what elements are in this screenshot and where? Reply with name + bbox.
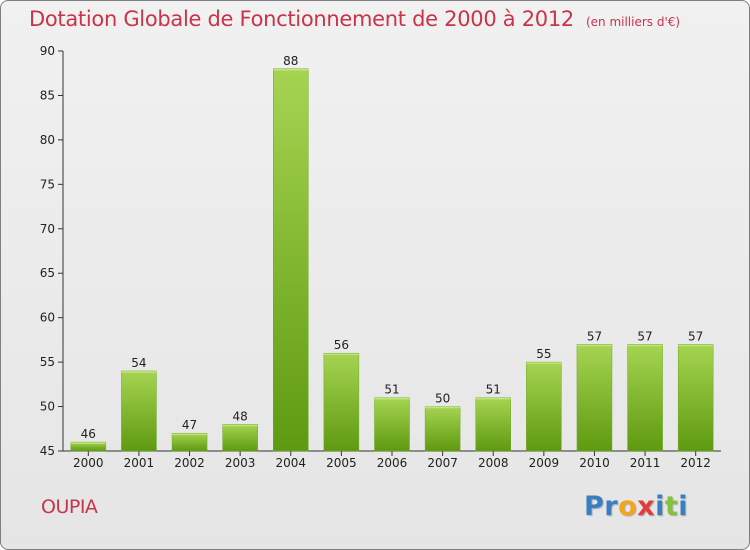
y-tick-label: 75 bbox=[40, 177, 55, 191]
y-tick-label: 85 bbox=[40, 88, 55, 102]
commune-name: OUPIA bbox=[41, 496, 98, 518]
x-tick-label: 2000 bbox=[73, 456, 104, 470]
x-tick-label: 2010 bbox=[579, 456, 610, 470]
bar-2000 bbox=[70, 441, 107, 452]
y-tick-label: 50 bbox=[40, 400, 55, 414]
bar-2012 bbox=[677, 344, 714, 452]
value-label: 57 bbox=[688, 329, 703, 343]
value-label: 48 bbox=[233, 409, 248, 423]
chart-title-text: Dotation Globale de Fonctionnement de 20… bbox=[29, 7, 574, 31]
bar-2010 bbox=[576, 344, 613, 452]
bar-2005 bbox=[323, 352, 360, 452]
chart-bars bbox=[70, 68, 714, 452]
value-label: 50 bbox=[435, 392, 450, 406]
x-tick-label: 2005 bbox=[326, 456, 357, 470]
bar-2002 bbox=[171, 432, 208, 452]
value-label: 46 bbox=[81, 427, 96, 441]
value-label: 57 bbox=[637, 329, 652, 343]
value-label: 51 bbox=[384, 383, 399, 397]
y-tick-label: 60 bbox=[40, 311, 55, 325]
logo-letter: x bbox=[637, 491, 656, 522]
y-tick-label: 65 bbox=[40, 266, 55, 280]
x-tick-label: 2008 bbox=[478, 456, 509, 470]
proxiti-logo[interactable]: Proxiti bbox=[584, 491, 688, 522]
chart-title: Dotation Globale de Fonctionnement de 20… bbox=[29, 7, 680, 31]
value-label: 57 bbox=[587, 329, 602, 343]
value-label: 51 bbox=[486, 383, 501, 397]
value-label: 54 bbox=[131, 356, 146, 370]
logo-letter: i bbox=[678, 491, 689, 522]
bar-2007 bbox=[424, 406, 461, 452]
bar-2011 bbox=[627, 344, 663, 452]
x-tick-label: 2011 bbox=[630, 456, 661, 470]
logo-letter: t bbox=[664, 491, 679, 522]
bar-2001 bbox=[121, 370, 157, 452]
value-label: 88 bbox=[283, 54, 298, 68]
bar-2008 bbox=[475, 397, 511, 452]
bar-2004 bbox=[273, 68, 309, 452]
x-tick-label: 2007 bbox=[427, 456, 458, 470]
logo-letter: o bbox=[618, 491, 638, 522]
y-tick-label: 90 bbox=[40, 44, 55, 58]
value-label: 55 bbox=[536, 347, 551, 361]
y-tick-label: 80 bbox=[40, 133, 55, 147]
bar-2009 bbox=[526, 361, 562, 452]
y-tick-label: 55 bbox=[40, 355, 55, 369]
y-tick-label: 45 bbox=[40, 444, 55, 458]
x-tick-label: 2001 bbox=[124, 456, 155, 470]
chart-axes: 45 50 55 60 65 70 75 80 85 90 bbox=[40, 44, 721, 458]
bar-2003 bbox=[222, 424, 258, 452]
logo-letter: P bbox=[584, 491, 605, 522]
x-tick-label: 2004 bbox=[275, 456, 306, 470]
logo-letter: i bbox=[655, 491, 665, 522]
x-tick-label: 2009 bbox=[529, 456, 560, 470]
x-tick-label: 2012 bbox=[680, 456, 711, 470]
bar-2006 bbox=[374, 397, 410, 452]
x-tick-label: 2006 bbox=[377, 456, 408, 470]
x-tick-label: 2002 bbox=[174, 456, 205, 470]
value-label: 56 bbox=[334, 338, 349, 352]
y-tick-label: 70 bbox=[40, 222, 55, 236]
chart-unit: (en milliers d'€) bbox=[585, 15, 681, 29]
chart-labels: 2000 46 2001 54 2002 47 2003 48 2004 88 2005 56 2006… bbox=[73, 54, 711, 470]
x-tick-label: 2003 bbox=[225, 456, 256, 470]
value-label: 47 bbox=[182, 418, 197, 432]
logo-letter: r bbox=[604, 491, 619, 522]
